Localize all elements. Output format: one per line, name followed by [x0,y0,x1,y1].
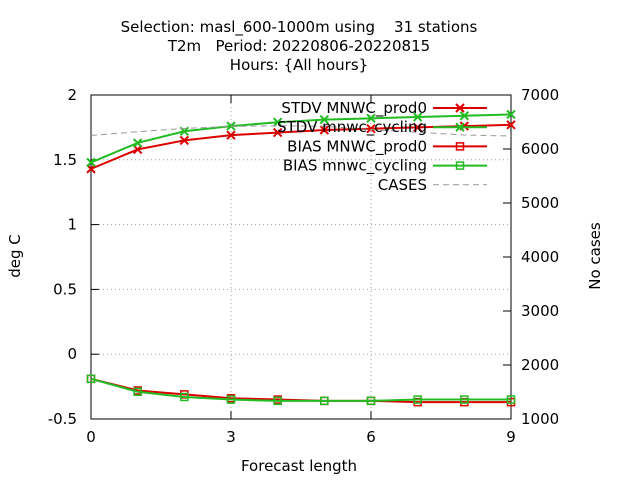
y2-tick-label: 4000 [521,248,559,266]
series-4 [90,125,512,137]
y2-tick-label: 5000 [521,194,559,212]
series-3-point [320,396,329,406]
title-line-3: Hours: {All hours} [230,56,368,74]
legend-marker-1-stroke-b [455,122,465,132]
title-line-2: T2m Period: 20220806-20220815 [167,37,430,55]
legend-marker-2 [455,142,465,151]
legend-marker-0 [455,103,465,113]
axes: 0 3 6 9 -0.5 0 0.5 1 1.5 2 1000 2000 3000 4000 5000 600… [48,86,559,446]
y2-tick-label: 6000 [521,140,559,158]
series-1-point-stroke-b [132,138,143,148]
legend-label-3: BIAS mnwc_cycling [283,157,427,176]
chart-title: Selection: masl_600-1000m using 31 stati… [121,18,478,74]
series-0-point-stroke-b [366,123,376,134]
series-1-point-stroke-b [506,109,516,120]
series-0-point [412,122,423,133]
series-3-point [413,395,422,404]
series-1-point [272,117,283,127]
series-3-point [226,395,236,404]
series-1-point-stroke-b [272,117,283,127]
series-1-point [86,157,96,168]
series-1-point-stroke-b [459,111,470,121]
series-group [86,109,516,407]
series-0-point-stroke-b [272,127,283,138]
legend-marker-3 [455,161,465,170]
series-0-point-stroke-b [412,122,423,133]
series-0-point [272,127,283,138]
series-1-point [506,109,516,120]
series-0-point [179,135,190,146]
series-1-point-stroke-b [86,157,96,168]
y2-tick-label: 7000 [521,86,559,104]
y-tick-label: 0.5 [53,280,77,298]
series-3-point [133,387,142,397]
series-3-point [86,374,96,384]
legend-label-1: STDV mnwc_cycling [277,118,427,137]
series-line-1 [90,113,512,164]
x-axis-label: Forecast length [241,457,357,475]
series-1 [86,109,516,168]
y-tick-label: 0 [67,345,77,363]
series-0-point-stroke-b [506,120,516,130]
series-0-point [366,123,376,134]
x-tick-label: 9 [506,428,516,446]
series-0-point-stroke-b [226,130,236,140]
x-tick-label: 3 [226,428,236,446]
y-tick-label: -0.5 [48,410,77,428]
series-0-point [226,130,236,140]
series-1-point [412,112,423,122]
series-1-point-stroke-b [412,112,423,122]
series-1-point-stroke-b [319,114,330,125]
y2-axis-label: No cases [586,222,604,290]
series-0-point [506,120,516,130]
series-0-point-stroke-b [179,135,190,146]
series-3-point [366,396,376,406]
series-0-point [319,125,330,135]
series-line-4 [90,125,512,137]
y2-tick-label: 2000 [521,356,559,374]
y-tick-label: 1.5 [53,151,77,169]
legend-marker-1 [455,122,465,132]
series-line-3 [90,377,511,402]
y-tick-label: 2 [67,86,77,104]
x-tick-label: 6 [366,428,376,446]
series-3 [86,374,516,406]
legend-label-2: BIAS MNWC_prod0 [287,137,427,156]
legend-label-4: CASES [378,176,427,194]
series-1-point [132,138,143,148]
series-1-point [319,114,330,125]
series-3-point [273,396,282,406]
series-0-point-stroke-b [319,125,330,135]
series-1-point [366,113,376,124]
series-1-point [459,111,470,121]
series-3-point [460,395,469,404]
x-tick-label: 0 [86,428,96,446]
series-1-point-stroke-b [366,113,376,124]
legend-label-0: STDV MNWC_prod0 [281,99,427,118]
legend-marker-0-stroke-b [455,103,465,113]
y-axis-label: deg C [6,234,24,278]
series-3-point [180,392,189,402]
series-1-point-stroke-b [179,126,190,136]
y-tick-label: 1 [67,216,77,234]
series-3-point [506,395,516,404]
y2-tick-label: 1000 [521,410,559,428]
title-line-1: Selection: masl_600-1000m using 31 stati… [121,18,478,37]
y2-tick-label: 3000 [521,302,559,320]
